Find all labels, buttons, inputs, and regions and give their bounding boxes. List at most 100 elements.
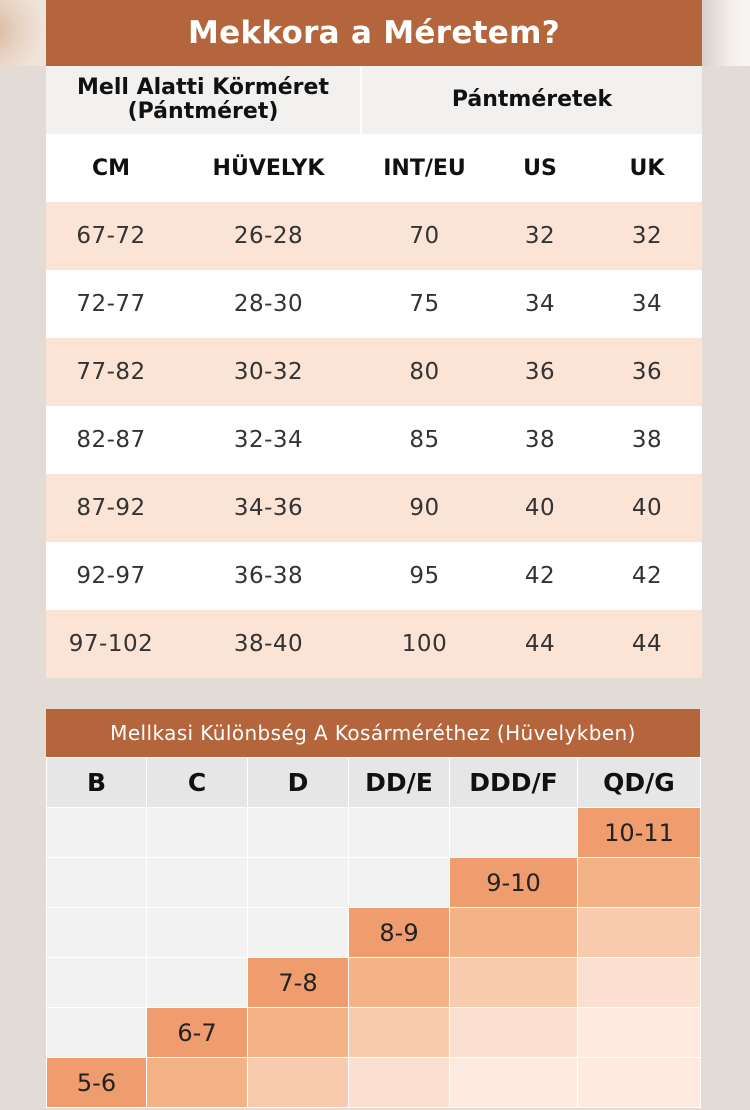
table-cell: [348, 1057, 450, 1108]
table-cell: 8-9: [348, 907, 450, 958]
page-title: Mekkora a Méretem?: [46, 0, 702, 66]
column-header-uk: UK: [592, 134, 702, 202]
table-cell: [46, 857, 147, 908]
table-cell: [577, 1057, 701, 1108]
table-cell: [146, 807, 248, 858]
table-cell: [449, 957, 578, 1008]
column-header-cup-dd-e: DD/E: [348, 757, 450, 808]
table-cell: [46, 807, 147, 858]
table-cell: [146, 957, 248, 1008]
table-cell: [449, 907, 578, 958]
table-cell: [577, 957, 701, 1008]
table-row: 77-82 30-32 80 36 36: [46, 338, 702, 406]
table-cell: 38-40: [176, 610, 361, 678]
background-photo-left: [0, 0, 46, 66]
table-row: 10-11: [46, 807, 701, 858]
column-header-int-eu: INT/EU: [361, 134, 488, 202]
table-cell: 40: [592, 474, 702, 542]
table-cell: 36: [488, 338, 592, 406]
underbust-group-header: Mell Alatti Körméret (Pántméret): [46, 66, 361, 134]
column-header-cm: CM: [46, 134, 176, 202]
table-cell: 34: [592, 270, 702, 338]
column-header-cup-qd-g: QD/G: [577, 757, 701, 808]
table-cell: 92-97: [46, 542, 176, 610]
table-cell: 26-28: [176, 202, 361, 270]
table-cell: 75: [361, 270, 488, 338]
table-row: 9-10: [46, 857, 701, 908]
table-cell: [348, 957, 450, 1008]
background-photo-right: [702, 0, 750, 66]
table-cell: 67-72: [46, 202, 176, 270]
table-cell: [577, 907, 701, 958]
table-cell: 80: [361, 338, 488, 406]
table-cell: [46, 957, 147, 1008]
table-row: 67-72 26-28 70 32 32: [46, 202, 702, 270]
table-cell: 40: [488, 474, 592, 542]
table-row: 97-102 38-40 100 44 44: [46, 610, 702, 678]
table-cell: 32-34: [176, 406, 361, 474]
column-header-inch: HÜVELYK: [176, 134, 361, 202]
table-row: 6-7: [46, 1007, 701, 1058]
table-cell: [247, 857, 349, 908]
table-cell: 97-102: [46, 610, 176, 678]
table-cell: 32: [488, 202, 592, 270]
table-cell: 38: [488, 406, 592, 474]
table-cell: 36-38: [176, 542, 361, 610]
table-cell: [577, 857, 701, 908]
table-row: 82-87 32-34 85 38 38: [46, 406, 702, 474]
table-cell: 9-10: [449, 857, 578, 908]
cup-table-column-headers: B C D DD/E DDD/F QD/G: [46, 757, 701, 808]
table-cell: [577, 1007, 701, 1058]
table-cell: 10-11: [577, 807, 701, 858]
table-row: 7-8: [46, 957, 701, 1008]
table-cell: [449, 1057, 578, 1108]
table-cell: 32: [592, 202, 702, 270]
table-cell: [146, 907, 248, 958]
table-cell: [46, 1007, 147, 1058]
table-cell: 28-30: [176, 270, 361, 338]
column-header-cup-b: B: [46, 757, 147, 808]
table-cell: 34: [488, 270, 592, 338]
table-cell: 90: [361, 474, 488, 542]
table-cell: 95: [361, 542, 488, 610]
table-cell: [46, 907, 147, 958]
table-cell: 77-82: [46, 338, 176, 406]
cup-table-title: Mellkasi Különbség A Kosárméréthez (Hüve…: [46, 709, 700, 757]
band-size-table: Mell Alatti Körméret (Pántméret) Pántmér…: [46, 66, 702, 678]
table-cell: [348, 857, 450, 908]
table-cell: 87-92: [46, 474, 176, 542]
table-cell: 5-6: [46, 1057, 147, 1108]
table-cell: [348, 1007, 450, 1058]
table-cell: 85: [361, 406, 488, 474]
column-header-us: US: [488, 134, 592, 202]
table-cell: 72-77: [46, 270, 176, 338]
table-cell: [247, 1057, 349, 1108]
table-cell: 42: [592, 542, 702, 610]
table-cell: [247, 807, 349, 858]
band-sizes-group-header: Pántméretek: [360, 66, 702, 134]
cup-size-section: Mellkasi Különbség A Kosárméréthez (Hüve…: [46, 709, 701, 1108]
table-cell: 30-32: [176, 338, 361, 406]
table-cell: 6-7: [146, 1007, 248, 1058]
table-cell: 44: [592, 610, 702, 678]
table-cell: 70: [361, 202, 488, 270]
band-table-group-header: Mell Alatti Körméret (Pántméret) Pántmér…: [46, 66, 702, 134]
table-row: 72-77 28-30 75 34 34: [46, 270, 702, 338]
column-header-cup-d: D: [247, 757, 349, 808]
column-header-cup-ddd-f: DDD/F: [449, 757, 578, 808]
table-cell: 36: [592, 338, 702, 406]
table-cell: 82-87: [46, 406, 176, 474]
table-cell: [146, 1057, 248, 1108]
table-cell: [146, 857, 248, 908]
table-cell: [449, 1007, 578, 1058]
table-cell: 44: [488, 610, 592, 678]
table-cell: 38: [592, 406, 702, 474]
cup-size-table: B C D DD/E DDD/F QD/G 10-11 9-10: [46, 757, 701, 1108]
table-cell: [247, 907, 349, 958]
table-row: 5-6: [46, 1057, 701, 1108]
table-row: 92-97 36-38 95 42 42: [46, 542, 702, 610]
table-row: 8-9: [46, 907, 701, 958]
table-cell: [348, 807, 450, 858]
table-cell: 100: [361, 610, 488, 678]
band-table-column-headers: CM HÜVELYK INT/EU US UK: [46, 134, 702, 202]
